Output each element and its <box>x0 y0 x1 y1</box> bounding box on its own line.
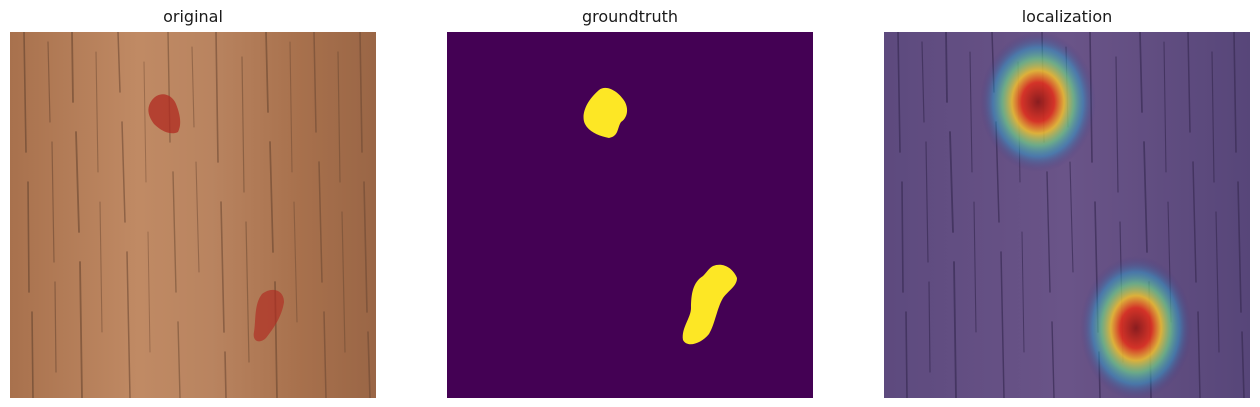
heatmap-blob-lower <box>1080 256 1192 398</box>
stain-lower <box>253 289 284 342</box>
groundtruth-mask <box>447 32 813 398</box>
original-image <box>10 32 376 398</box>
heatmap-blob-upper <box>980 32 1096 172</box>
mask-background <box>447 32 813 398</box>
mask-region-lower <box>682 264 737 345</box>
panel-title-original: original <box>163 7 223 26</box>
panel-title-groundtruth: groundtruth <box>581 7 678 26</box>
stain-upper <box>148 94 181 134</box>
panel-title-localization: localization <box>1021 7 1113 26</box>
localization-heatmap <box>884 32 1250 398</box>
wood-grain <box>23 32 371 398</box>
mask-region-upper <box>583 87 628 138</box>
